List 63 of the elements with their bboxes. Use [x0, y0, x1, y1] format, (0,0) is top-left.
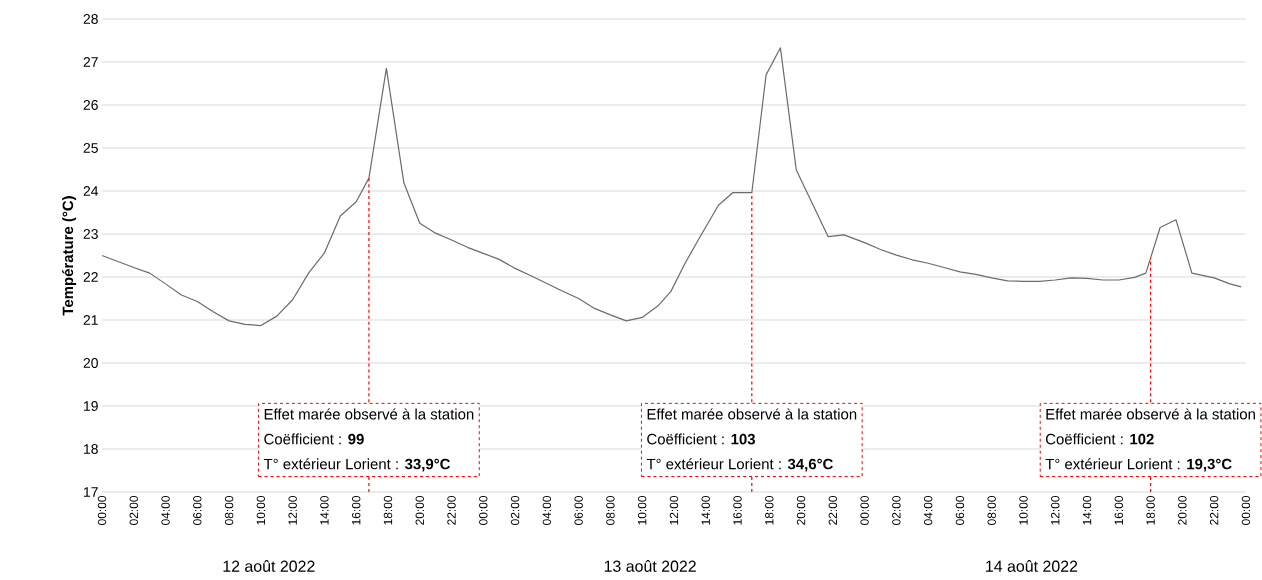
x-tick-label: 14:00: [1082, 495, 1092, 525]
x-tick-label: 18:00: [383, 495, 393, 525]
x-tick-label: 12:00: [669, 495, 679, 525]
x-tick-label: 20:00: [796, 495, 806, 525]
y-tick-label: 27: [83, 57, 98, 67]
annotation: Coëfficient : 103: [647, 433, 755, 445]
y-tick-label: 22: [83, 272, 98, 282]
x-tick-label: 08:00: [987, 495, 996, 525]
y-tick-label: 19: [84, 401, 98, 411]
x-tick-label: 02:00: [129, 495, 138, 525]
y-tick-label: 25: [83, 143, 98, 153]
annotation: T° extérieur Lorient : 33,9°C: [263, 458, 451, 472]
x-tick-label: 10:00: [256, 495, 266, 525]
y-tick-label: 18: [84, 444, 98, 454]
y-tick-label: 20: [83, 358, 98, 368]
x-tick-label: 18:00: [765, 495, 774, 525]
annotation: T° extérieur Lorient : 19,3°C: [1045, 458, 1232, 472]
x-tick-label: 04:00: [923, 495, 933, 525]
x-tick-label: 22:00: [1209, 495, 1219, 525]
x-tick-label: 06:00: [574, 495, 583, 525]
x-tick-label: 06:00: [193, 495, 202, 525]
x-tick-label: 04:00: [161, 495, 170, 525]
x-tick-label: 16:00: [351, 495, 361, 525]
text: 12 août 2022: [223, 560, 315, 572]
x-tick-label: 04:00: [542, 495, 552, 525]
x-tick-label: 08:00: [224, 495, 234, 525]
x-tick-label: 08:00: [606, 495, 615, 525]
x-tick-label: 02:00: [892, 495, 901, 525]
x-tick-label: 00:00: [860, 495, 869, 525]
y-tick-label: 21: [83, 315, 98, 325]
annotation: T° extérieur Lorient : 34,6°C: [646, 458, 833, 472]
x-tick-label: 14:00: [320, 495, 329, 525]
x-tick-label: 22:00: [828, 495, 838, 525]
y-tick-label: 28: [83, 14, 98, 24]
x-tick-label: 22:00: [447, 495, 456, 525]
y-axis-title: Température (°C): [62, 196, 77, 316]
x-tick-label: 06:00: [955, 495, 965, 525]
x-tick-label: 10:00: [637, 495, 647, 525]
text: 13 août 2022: [604, 560, 696, 572]
y-tick-label: 24: [83, 186, 99, 196]
x-tick-label: 14:00: [701, 495, 710, 525]
y-tick-label: 17: [84, 487, 98, 497]
ref-line-label: Effet marée observé à la station: [264, 408, 474, 420]
y-tick-label: 23: [83, 229, 98, 239]
x-tick-label: 20:00: [415, 495, 424, 525]
annotation: Coëfficient : 102: [1045, 433, 1154, 445]
ref-line-label: Effet marée observé à la station: [647, 408, 857, 420]
x-tick-label: 16:00: [733, 495, 742, 525]
x-tick-label: 10:00: [1019, 495, 1028, 525]
x-tick-label: 12:00: [1051, 495, 1060, 525]
x-tick-label: 18:00: [1146, 495, 1155, 525]
line-series: [101, 47, 1242, 327]
x-tick-label: 12:00: [288, 495, 297, 525]
x-tick-label: 00:00: [97, 495, 107, 525]
x-tick-label: 00:00: [1241, 495, 1251, 525]
x-tick-label: 16:00: [1114, 495, 1124, 525]
x-tick-label: 20:00: [1178, 495, 1187, 525]
ref-line-label: Effet marée observé à la station: [1046, 408, 1255, 420]
x-tick-label: 02:00: [510, 495, 520, 525]
annotation: Coëfficient : 99: [264, 433, 364, 445]
y-tick-label: 26: [83, 100, 98, 110]
text: 14 août 2022: [986, 560, 1078, 572]
x-tick-label: 00:00: [479, 495, 488, 525]
